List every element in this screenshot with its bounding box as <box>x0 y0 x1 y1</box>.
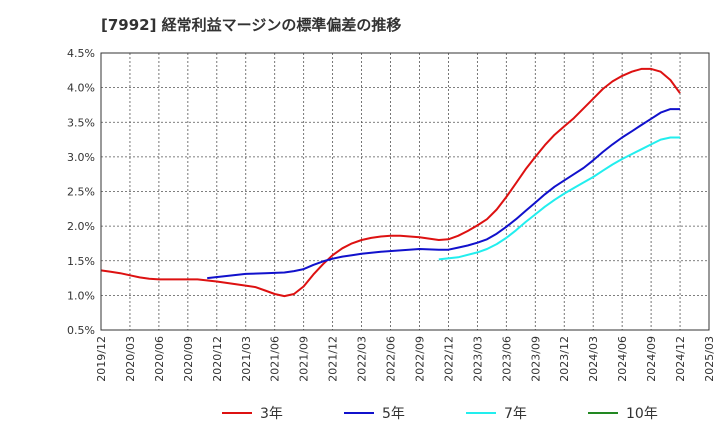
x-tick-label: 2024/06 <box>616 336 629 382</box>
x-tick-label: 2024/03 <box>587 336 600 382</box>
y-tick-label: 4.5% <box>67 47 95 60</box>
x-tick-label: 2021/09 <box>298 336 311 382</box>
y-tick-label: 0.5% <box>67 324 95 337</box>
x-tick-label: 2021/03 <box>240 336 253 382</box>
legend-label-5年: 5年 <box>382 406 405 422</box>
x-tick-label: 2023/12 <box>558 336 571 382</box>
y-tick-label: 1.0% <box>67 289 95 302</box>
y-tick-label: 3.0% <box>67 151 95 164</box>
x-tick-label: 2021/12 <box>327 336 340 382</box>
x-tick-label: 2021/06 <box>269 336 282 382</box>
chart-title: [7992] 経常利益マージンの標準偏差の推移 <box>101 16 402 34</box>
x-axis-ticks: 2019/12 2020/03 2020/06 2020/09 2020/12 2021/… <box>95 336 716 382</box>
x-tick-label: 2023/03 <box>471 336 484 382</box>
x-tick-label: 2020/03 <box>124 336 137 382</box>
series-line-7年 <box>438 136 680 261</box>
x-tick-label: 2020/12 <box>211 336 224 382</box>
legend-label-7年: 7年 <box>504 406 527 422</box>
y-tick-label: 3.5% <box>67 116 95 129</box>
x-tick-label: 2019/12 <box>95 336 108 382</box>
x-tick-label: 2023/09 <box>529 336 542 382</box>
series-lines <box>100 67 681 298</box>
x-tick-label: 2024/09 <box>645 336 658 382</box>
series-line-3年 <box>100 67 681 298</box>
y-axis-ticks: 0.5% 1.0% 1.5% 2.0% 2.5% 3.0% 3.5% 4.0% 4.5% <box>67 47 95 337</box>
x-tick-label: 2020/09 <box>182 336 195 382</box>
x-tick-label: 2022/12 <box>442 336 455 382</box>
x-tick-label: 2023/06 <box>500 336 513 382</box>
x-tick-label: 2020/06 <box>153 336 166 382</box>
legend-label-3年: 3年 <box>260 406 283 422</box>
y-tick-label: 1.5% <box>67 255 95 268</box>
y-tick-label: 4.0% <box>67 82 95 95</box>
x-tick-label: 2024/12 <box>674 336 687 382</box>
plot-border <box>100 52 710 331</box>
x-tick-label: 2022/06 <box>385 336 398 382</box>
legend-label-10年: 10年 <box>626 406 658 422</box>
series-line-5年 <box>207 108 680 280</box>
y-tick-label: 2.5% <box>67 186 95 199</box>
x-tick-label: 2022/09 <box>413 336 426 382</box>
x-tick-label: 2025/03 <box>703 336 716 382</box>
legend: 3年 5年 7年 10年 <box>222 406 658 422</box>
x-tick-label: 2022/03 <box>356 336 369 382</box>
y-tick-label: 2.0% <box>67 220 95 233</box>
